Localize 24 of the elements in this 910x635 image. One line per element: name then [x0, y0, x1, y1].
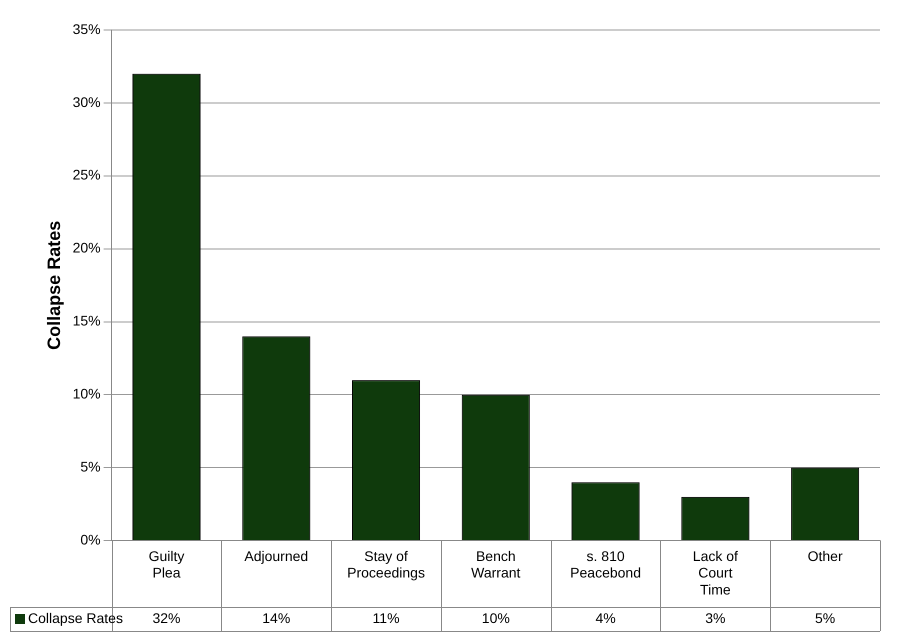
x-tick-label: Stay of Proceedings [347, 548, 425, 581]
data-label: 14% [262, 610, 290, 626]
y-tick-label: 5% [80, 458, 101, 475]
x-tick-label: Bench Warrant [471, 548, 521, 581]
y-tick-label: 0% [80, 531, 101, 548]
x-tick-label: Lack of Court Time [692, 548, 738, 598]
legend-label: Collapse Rates [28, 610, 123, 626]
y-tick-label: 30% [72, 94, 101, 110]
x-tick-label: Guilty Plea [148, 548, 184, 581]
y-tick-label: 35% [72, 20, 101, 37]
data-label: 10% [482, 610, 510, 626]
data-label: 32% [152, 610, 181, 626]
data-label: 4% [595, 610, 616, 626]
y-axis-title: Collapse Rates [44, 220, 64, 350]
data-label: 11% [372, 610, 400, 626]
y-tick-label: 25% [72, 166, 101, 183]
x-tick-label: Adjourned [244, 548, 308, 564]
data-label: 5% [815, 610, 836, 626]
data-label: 3% [705, 610, 726, 626]
y-tick-label: 20% [72, 240, 101, 256]
x-tick-label: s. 810 Peacebond [570, 548, 641, 581]
y-tick-label: 15% [72, 312, 101, 329]
y-tick-label: 10% [72, 386, 101, 402]
x-tick-label: Other [808, 548, 843, 564]
